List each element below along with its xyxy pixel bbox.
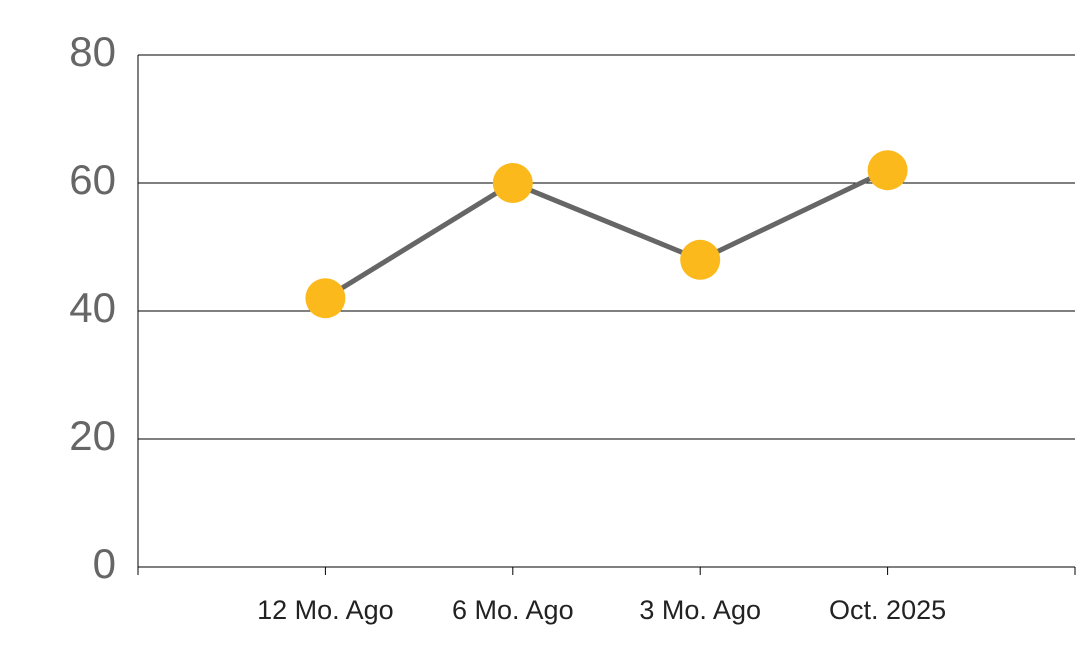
- x-tick-label: 3 Mo. Ago: [639, 595, 761, 625]
- y-tick-label: 80: [69, 28, 116, 75]
- point: [492, 163, 533, 203]
- y-tick-label: 20: [69, 412, 116, 459]
- x-tick-label: 12 Mo. Ago: [257, 595, 394, 625]
- point: [867, 150, 908, 191]
- point: [305, 278, 346, 319]
- point: [680, 239, 721, 280]
- y-tick-label: 60: [69, 156, 116, 203]
- line: [324, 167, 889, 301]
- y-tick-label: 0: [93, 540, 116, 587]
- x-tick-label: Oct. 2025: [829, 595, 946, 625]
- x-tick-label: 6 Mo. Ago: [452, 595, 574, 625]
- y-tick-label: 40: [69, 284, 116, 331]
